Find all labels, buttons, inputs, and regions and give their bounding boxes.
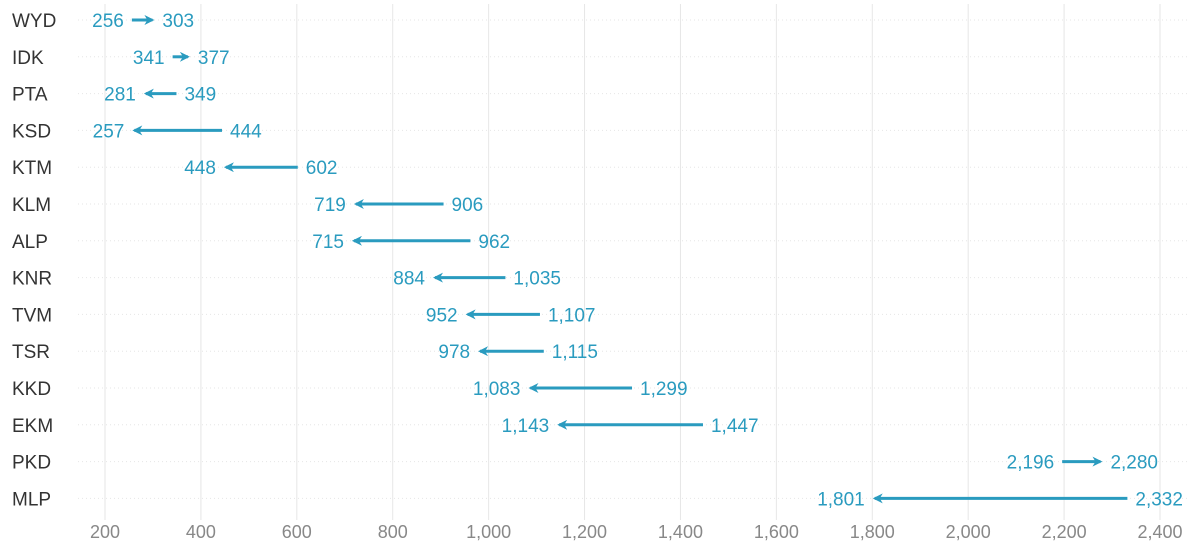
row-pkd: PKD 2,196 2,280: [12, 453, 1158, 474]
start-value-label: 906: [452, 195, 484, 216]
end-value-label: 1,143: [502, 416, 550, 437]
x-tick-label: 400: [186, 522, 216, 542]
start-value-label: 1,299: [640, 379, 688, 400]
end-value-label: 952: [426, 305, 458, 326]
row-klm: KLM 906 719: [12, 195, 483, 216]
row-mlp: MLP 2,332 1,801: [12, 489, 1183, 510]
start-value-label: 602: [306, 158, 338, 179]
row-wyd: WYD 256 303: [12, 11, 194, 32]
start-value-label: 2,196: [1007, 453, 1055, 474]
x-tick-label: 1,400: [658, 522, 703, 542]
x-tick-label: 600: [282, 522, 312, 542]
end-value-label: 715: [312, 232, 344, 253]
category-label: KNR: [12, 269, 52, 290]
x-tick-label: 1,000: [466, 522, 511, 542]
x-tick-label: 200: [90, 522, 120, 542]
row-tvm: TVM 1,107 952: [12, 305, 595, 326]
x-tick-label: 800: [378, 522, 408, 542]
category-label: KKD: [12, 379, 51, 400]
row-knr: KNR 1,035 884: [12, 269, 561, 290]
x-tick-label: 2,200: [1042, 522, 1087, 542]
start-value-label: 256: [92, 11, 124, 32]
start-value-label: 349: [184, 85, 216, 106]
grid-layer: [78, 4, 1190, 520]
x-axis-ticks: 200 400 600 800 1,000 1,200 1,400 1,600 1,800 2,0…: [90, 522, 1183, 542]
category-label: TVM: [12, 305, 52, 326]
start-value-label: 2,332: [1135, 489, 1183, 510]
category-label: KTM: [12, 158, 52, 179]
end-value-label: 281: [104, 85, 136, 106]
category-label: KLM: [12, 195, 51, 216]
category-label: EKM: [12, 416, 53, 437]
x-tick-label: 2,400: [1137, 522, 1182, 542]
start-value-label: 444: [230, 121, 262, 142]
start-value-label: 962: [478, 232, 510, 253]
rows-layer: WYD 256 303 IDK 341 377 PTA 349 281 KSD 444 257 KTM 6…: [12, 11, 1183, 510]
row-pta: PTA 349 281: [12, 85, 216, 106]
start-value-label: 1,115: [552, 342, 598, 363]
end-value-label: 257: [93, 121, 125, 142]
category-label: IDK: [12, 48, 44, 69]
row-ekm: EKM 1,447 1,143: [12, 416, 759, 437]
x-tick-label: 2,000: [946, 522, 991, 542]
start-value-label: 341: [133, 48, 165, 69]
end-value-label: 303: [162, 11, 194, 32]
row-idk: IDK 341 377: [12, 48, 230, 69]
end-value-label: 884: [393, 269, 425, 290]
category-label: PTA: [12, 85, 48, 106]
category-label: KSD: [12, 121, 51, 142]
x-tick-label: 1,600: [754, 522, 799, 542]
x-tick-label: 1,200: [562, 522, 607, 542]
end-value-label: 448: [184, 158, 216, 179]
end-value-label: 1,083: [473, 379, 521, 400]
row-alp: ALP 962 715: [12, 232, 510, 253]
row-tsr: TSR 1,115 978: [12, 342, 598, 363]
row-kkd: KKD 1,299 1,083: [12, 379, 688, 400]
start-value-label: 1,035: [513, 269, 561, 290]
category-label: PKD: [12, 453, 51, 474]
end-value-label: 2,280: [1110, 453, 1158, 474]
category-label: MLP: [12, 489, 51, 510]
end-value-label: 377: [198, 48, 230, 69]
end-value-label: 719: [314, 195, 346, 216]
category-label: TSR: [12, 342, 50, 363]
start-value-label: 1,447: [711, 416, 759, 437]
row-ksd: KSD 444 257: [12, 121, 262, 142]
start-value-label: 1,107: [548, 305, 596, 326]
end-value-label: 1,801: [817, 489, 865, 510]
category-label: WYD: [12, 11, 56, 32]
category-label: ALP: [12, 232, 48, 253]
end-value-label: 978: [438, 342, 470, 363]
x-tick-label: 1,800: [850, 522, 895, 542]
row-ktm: KTM 602 448: [12, 158, 337, 179]
